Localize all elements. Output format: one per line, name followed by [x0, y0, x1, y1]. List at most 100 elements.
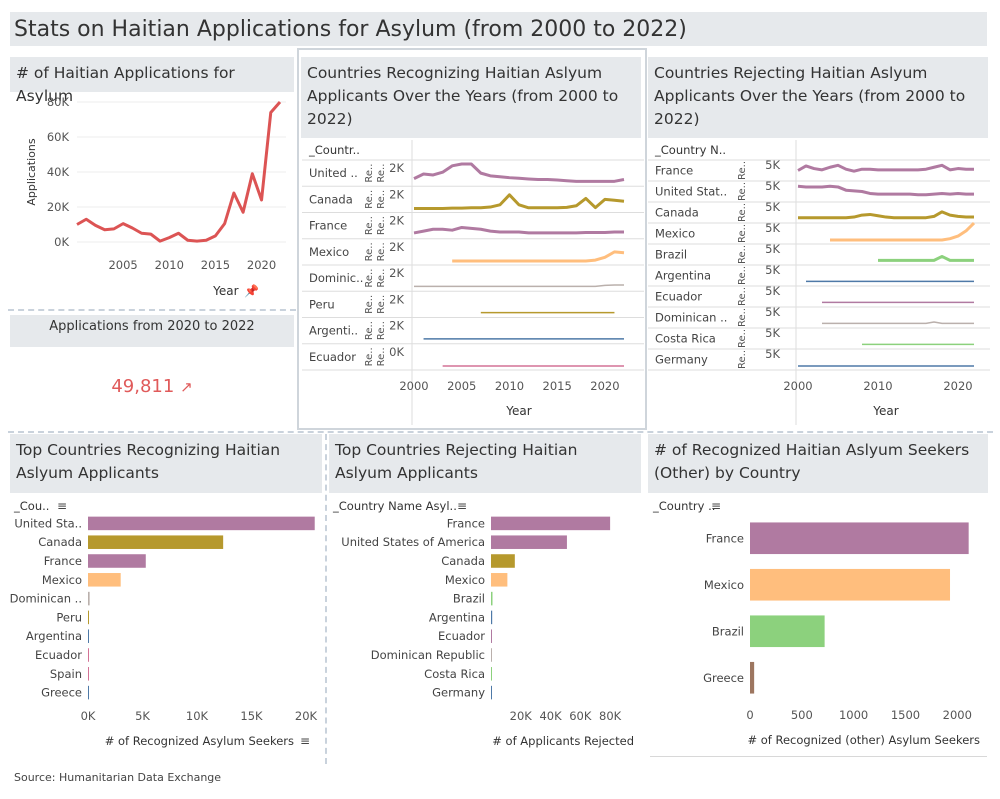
applications-line-chart[interactable]: 0K 20K 40K 60K 80K 2005 2010 2015 2020 Applicatio… [10, 92, 296, 307]
row-axis-label: Re.. [376, 164, 387, 183]
top-rejecting-title: Top Countries Rejecting Haitian Aslyum A… [329, 434, 641, 493]
row-series-line [452, 250, 625, 263]
kpi-divider [8, 309, 296, 311]
sort-icon: ≡ [300, 734, 310, 748]
bar [491, 535, 567, 549]
row-label: Canada [655, 206, 699, 220]
row-label: United Stat.. [655, 185, 727, 199]
x-tick-label: 60K [569, 709, 592, 723]
row-label: Canada [309, 192, 353, 206]
x-tick-label: 2020 [590, 379, 619, 393]
x-axis-label: # of Recognized (other) Asylum Seekers [747, 733, 980, 747]
category-label: Ecuador [35, 648, 82, 662]
x-tick-label: 2000 [943, 708, 972, 722]
bar [88, 685, 89, 700]
bar [88, 629, 89, 643]
row-tick-label: 5K [765, 305, 780, 319]
rejecting-over-years-title: Countries Rejecting Haitian Aslyum Appli… [648, 57, 988, 138]
y-tick-label: 80K [47, 95, 70, 109]
category-label: Mexico [42, 573, 82, 587]
bar [491, 554, 515, 568]
x-axis-label: # of Recognized Asylum Seekers [105, 734, 294, 748]
category-label: Germany [432, 686, 485, 700]
x-axis-label: Year [212, 284, 238, 298]
recognizing-panel-frame[interactable] [297, 48, 647, 430]
row-label: France [309, 219, 347, 233]
bar [750, 615, 825, 648]
row-label: Argenti.. [309, 324, 358, 338]
row-axis-label: Re.. [737, 203, 748, 222]
bar [750, 568, 951, 601]
x-tick-label: 2005 [447, 379, 476, 393]
row-label: France [655, 164, 693, 178]
top-rejecting-bar-chart[interactable]: _Country Name Asyl.. ≡ France United States… [329, 493, 643, 753]
x-tick-label: 2015 [543, 379, 572, 393]
row-axis-label: Re.. [364, 190, 375, 209]
row-tick-label: 2K [389, 161, 404, 175]
category-label: France [44, 554, 82, 568]
x-tick-label: 20K [295, 709, 318, 723]
row-tick-label: 2K [389, 214, 404, 228]
bar [750, 522, 969, 555]
row-tick-label: 5K [765, 221, 780, 235]
row-tick-label: 2K [389, 187, 404, 201]
category-label: Mexico [445, 573, 485, 587]
x-tick-label: 0 [746, 708, 753, 722]
bar [88, 591, 90, 606]
x-tick-label: 40K [539, 709, 562, 723]
source-note: Source: Humanitarian Data Exchange [14, 771, 222, 784]
row-label: Argentina [655, 269, 711, 283]
bar [491, 610, 493, 625]
row-axis-label: Re.. [737, 287, 748, 306]
row-tick-label: 0K [389, 345, 404, 359]
kpi-value-wrap: 49,811 ↗ [10, 376, 294, 397]
bar [491, 667, 492, 681]
category-label: Spain [50, 667, 82, 681]
category-label: Brazil [712, 624, 744, 638]
row-label: Brazil [655, 248, 687, 262]
bar [88, 667, 89, 681]
x-tick-label: 2010 [155, 258, 184, 272]
row-axis-label: Re.. [364, 295, 375, 314]
recognized-other-bar-chart[interactable]: _Country ..≡ France Mexico Brazil Greece 0 500… [648, 493, 990, 755]
row-tick-label: 5K [765, 263, 780, 277]
x-tick-label: 80K [599, 709, 622, 723]
category-label: United States of America [341, 535, 485, 549]
x-tick-label: 10K [186, 709, 209, 723]
x-tick-label: 2005 [108, 258, 137, 272]
bar [491, 629, 492, 643]
row-label: Dominican .. [655, 311, 727, 325]
bar [88, 516, 315, 531]
bar [491, 591, 493, 606]
bar [491, 685, 492, 700]
category-label: Greece [703, 671, 744, 685]
kpi-title: Applications from 2020 to 2022 [10, 315, 294, 347]
top-recognizing-bar-chart[interactable]: _Cou.. ≡ United Sta.. Canada France Mexico Dom… [10, 493, 324, 753]
applications-series-line [76, 101, 282, 243]
row-header: _Cou.. [13, 499, 49, 513]
row-label: Peru [309, 297, 335, 311]
row-axis-label: Re.. [737, 350, 748, 369]
row-tick-label: 5K [765, 326, 780, 340]
row-tick-label: 5K [765, 179, 780, 193]
category-label: Peru [56, 610, 82, 624]
row-header: _Country N.. [654, 143, 726, 157]
category-label: Canada [38, 535, 82, 549]
x-axis-label: Year [872, 404, 898, 418]
row-tick-label: 5K [765, 200, 780, 214]
row-axis-label: Re.. [376, 190, 387, 209]
bar [88, 648, 89, 662]
rejecting-over-years-chart[interactable]: _Country N.. France Re.. 5K United Stat.. Re.… [648, 138, 990, 428]
row-axis-label: Re.. [364, 164, 375, 183]
row-series-line [830, 222, 976, 242]
category-label: Greece [41, 686, 82, 700]
category-label: Canada [441, 554, 485, 568]
category-label: Argentina [26, 629, 82, 643]
row-axis-label: Re.. [376, 321, 387, 340]
row-label: Mexico [309, 245, 349, 259]
row-series-line [797, 184, 974, 197]
bar [88, 535, 224, 549]
row-axis-label: Re.. [376, 269, 387, 288]
category-label: Brazil [453, 592, 485, 606]
